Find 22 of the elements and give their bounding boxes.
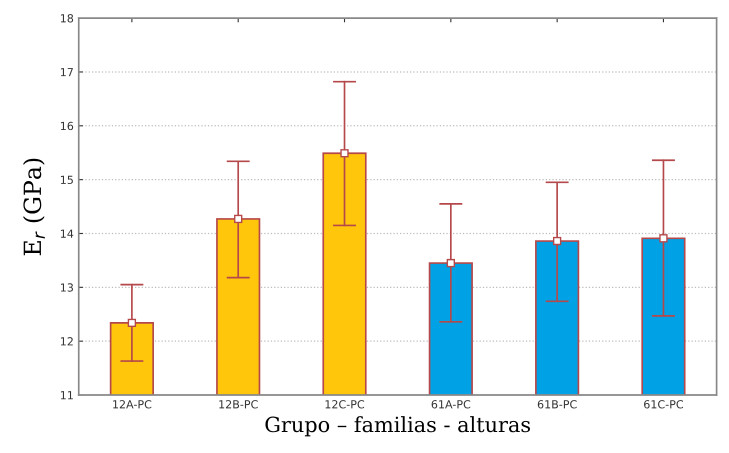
x-tick-label: 12C-PC (326, 400, 364, 408)
x-axis-title: Grupo – familias - alturas (265, 416, 530, 436)
y-tick-label: 16 (60, 122, 74, 130)
y-tick-label: 18 (60, 14, 74, 22)
point (128, 318, 136, 328)
point (659, 234, 668, 242)
point (340, 149, 349, 158)
y-tick-label: 14 (60, 230, 74, 238)
y-axis-title: E$_{r}$ (GPa) (22, 158, 45, 256)
point (446, 258, 455, 268)
point (552, 236, 562, 246)
y-tick-label: 17 (60, 68, 73, 76)
y-tick-label: 12 (60, 337, 73, 346)
x-tick-label: 61B-PC (538, 400, 577, 408)
y-tick-label: 11 (60, 391, 73, 400)
x-tick-label: 12B-PC (219, 400, 258, 408)
x-tick-label: 61A-PC (432, 400, 470, 408)
x-tick-label: 12A-PC (113, 400, 152, 408)
x-tick-label: 61C-PC (644, 400, 684, 408)
point (234, 214, 242, 224)
y-tick-label: 15 (60, 176, 73, 184)
y-tick-label: 13 (60, 283, 73, 292)
